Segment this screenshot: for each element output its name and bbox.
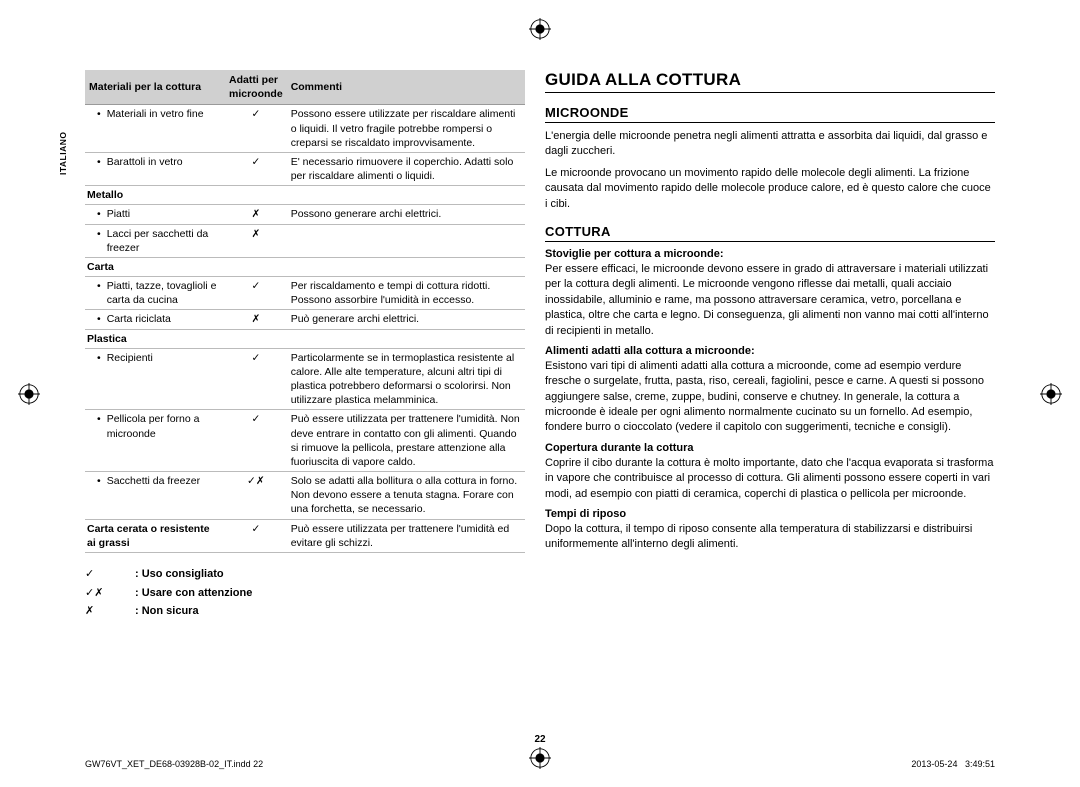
- materials-table: Materiali per la cottura Adatti per micr…: [85, 70, 525, 553]
- crop-mark-icon: [529, 18, 551, 40]
- legend-row: ✓✗: Usare con attenzione: [85, 584, 525, 603]
- section-heading: MICROONDE: [545, 105, 995, 123]
- right-column: GUIDA ALLA COTTURA MICROONDE L'energia de…: [545, 70, 995, 747]
- paragraph: Per essere efficaci, le microonde devono…: [545, 262, 995, 339]
- th-material: Materiali per la cottura: [85, 70, 225, 105]
- th-adatti: Adatti per microonde: [225, 70, 287, 105]
- page-number: 22: [534, 734, 545, 745]
- table-row: Sacchetti da freezer✓✗Solo se adatti all…: [85, 472, 525, 520]
- table-row: Piatti✗Possono generare archi elettrici.: [85, 205, 525, 224]
- legend-row: ✓: Uso consigliato: [85, 565, 525, 584]
- legend: ✓: Uso consigliato✓✗: Usare con attenzio…: [85, 565, 525, 621]
- table-row: Recipienti✓Particolarmente se in termopl…: [85, 348, 525, 410]
- table-row: Pellicola per forno a microonde✓Può esse…: [85, 410, 525, 472]
- table-row: Lacci per sacchetti da freezer✗: [85, 224, 525, 257]
- table-row: Plastica: [85, 329, 525, 348]
- right-content: MICROONDE L'energia delle microonde penet…: [545, 105, 995, 553]
- table-row: Carta: [85, 257, 525, 276]
- paragraph: Coprire il cibo durante la cottura è mol…: [545, 456, 995, 502]
- paragraph: L'energia delle microonde penetra negli …: [545, 129, 995, 160]
- sub-heading: Stoviglie per cottura a microonde:: [545, 248, 995, 260]
- crop-mark-icon: [1040, 383, 1062, 405]
- paragraph: Le microonde provocano un movimento rapi…: [545, 166, 995, 212]
- table-row: Barattoli in vetro✓E' necessario rimuove…: [85, 152, 525, 185]
- language-tab: ITALIANO: [58, 131, 68, 175]
- th-commenti: Commenti: [287, 70, 525, 105]
- footer-datetime: 2013-05-24 3:49:51: [911, 759, 995, 769]
- left-column: Materiali per la cottura Adatti per micr…: [85, 70, 525, 747]
- footer: GW76VT_XET_DE68-03928B-02_IT.indd 22 201…: [85, 759, 995, 769]
- sub-heading: Tempi di riposo: [545, 508, 995, 520]
- table-row: Carta cerata o resistente ai grassi✓Può …: [85, 519, 525, 552]
- table-row: Materiali in vetro fine✓Possono essere u…: [85, 105, 525, 153]
- table-row: Metallo: [85, 186, 525, 205]
- paragraph: Esistono vari tipi di alimenti adatti al…: [545, 359, 995, 436]
- main-heading: GUIDA ALLA COTTURA: [545, 70, 995, 93]
- sub-heading: Alimenti adatti alla cottura a microonde…: [545, 345, 995, 357]
- legend-row: ✗: Non sicura: [85, 602, 525, 621]
- footer-file: GW76VT_XET_DE68-03928B-02_IT.indd 22: [85, 759, 263, 769]
- paragraph: Dopo la cottura, il tempo di riposo cons…: [545, 522, 995, 553]
- table-row: Piatti, tazze, tovaglioli e carta da cuc…: [85, 277, 525, 310]
- crop-mark-icon: [18, 383, 40, 405]
- section-heading: COTTURA: [545, 224, 995, 242]
- sub-heading: Copertura durante la cottura: [545, 442, 995, 454]
- table-body: Materiali in vetro fine✓Possono essere u…: [85, 105, 525, 553]
- table-row: Carta riciclata✗Può generare archi elett…: [85, 310, 525, 329]
